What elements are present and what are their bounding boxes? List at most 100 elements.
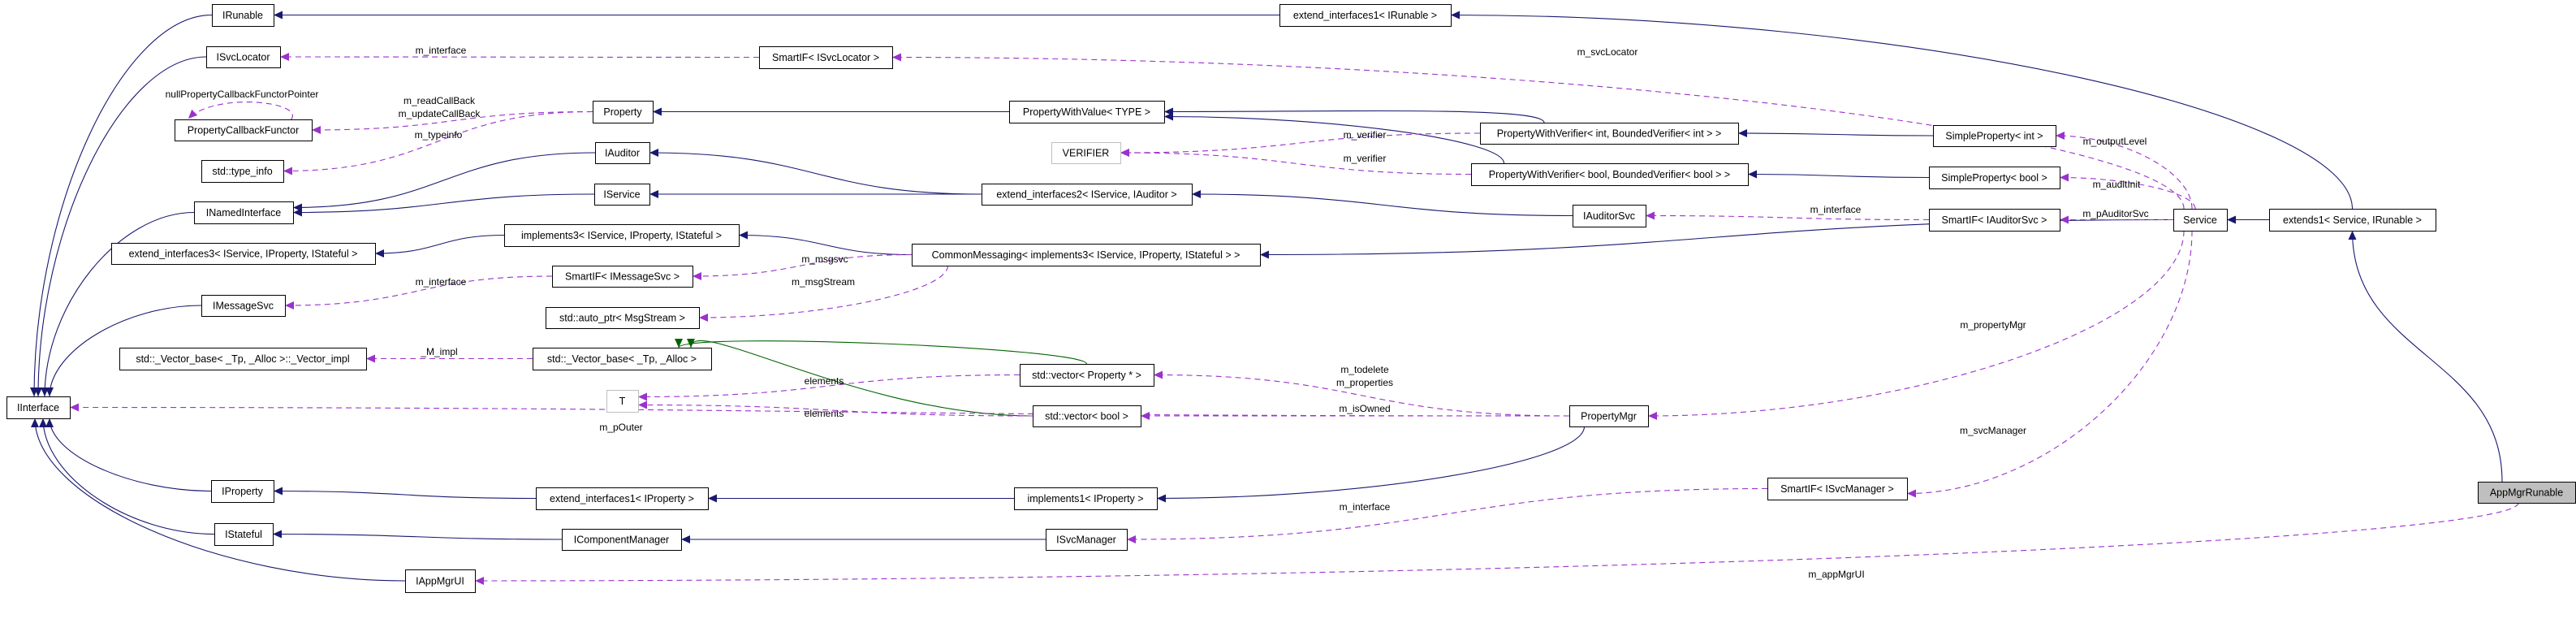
edge-label: m_svcLocator	[1577, 46, 1638, 58]
class-node-ext3[interactable]: extend_interfaces3< IService, IProperty,…	[111, 243, 376, 265]
class-node-IRunable[interactable]: IRunable	[212, 4, 274, 27]
class-node-PWVb[interactable]: PropertyWithVerifier< bool, BoundedVerif…	[1471, 163, 1749, 186]
class-box	[533, 348, 712, 370]
edge-inheritance-IRunable-to-IInterface	[30, 14, 213, 397]
edge-inheritance-PropertyMgr-to-impl1	[1156, 426, 1586, 503]
class-name: IAuditorSvc	[1583, 210, 1635, 222]
class-node-Service[interactable]: Service	[2173, 209, 2228, 232]
class-node-IAuditor[interactable]: IAuditor	[595, 142, 650, 164]
edge-inheritance-extends1-to-ext1run	[1450, 11, 2354, 210]
edge-usage-CM-to-autoptr	[698, 265, 949, 322]
edge-inheritance-ICM-to-IStateful	[272, 530, 563, 540]
class-node-IInterface[interactable]: IInterface	[6, 396, 71, 419]
class-name: CommonMessaging< implements3< IService, …	[932, 249, 1241, 261]
class-box	[1471, 163, 1749, 186]
edge-label: m_interface	[1340, 501, 1391, 513]
class-node-ICM[interactable]: IComponentManager	[562, 529, 682, 551]
class-box	[1020, 364, 1154, 387]
class-box	[982, 184, 1193, 206]
class-node-vbase[interactable]: std::_Vector_base< _Tp, _Alloc >	[533, 348, 712, 370]
class-node-ISvcManager[interactable]: ISvcManager	[1046, 529, 1128, 551]
class-box	[6, 396, 71, 419]
edge-label: m_verifier	[1344, 129, 1387, 141]
class-node-SmartMsg[interactable]: SmartIF< IMessageSvc >	[552, 266, 693, 288]
edge-usage-Service-to-SmartLoc	[891, 53, 2185, 210]
class-node-SPi[interactable]: SimpleProperty< int >	[1933, 125, 2056, 147]
class-node-SmartAud[interactable]: SmartIF< IAuditorSvc >	[1929, 209, 2060, 232]
class-box	[1014, 487, 1158, 510]
class-node-vecB[interactable]: std::vector< bool >	[1033, 405, 1141, 427]
class-name: ISvcLocator	[216, 52, 270, 63]
edge-label: elements	[805, 408, 844, 419]
class-node-autoptr[interactable]: std::auto_ptr< MsgStream >	[546, 307, 700, 329]
class-node-impl3[interactable]: implements3< IService, IProperty, IState…	[504, 224, 740, 247]
class-box	[536, 487, 709, 510]
class-node-IStateful[interactable]: IStateful	[214, 523, 274, 546]
class-box	[119, 348, 367, 370]
edge-usage-vecB-to-T	[637, 400, 1033, 417]
class-node-VERIFIER[interactable]: VERIFIER	[1051, 142, 1121, 164]
class-box	[1933, 125, 2056, 147]
class-box	[111, 243, 376, 265]
class-box	[201, 295, 286, 317]
class-node-ext1run[interactable]: extend_interfaces1< IRunable >	[1279, 4, 1452, 27]
class-name: SmartIF< ISvcLocator >	[772, 52, 879, 63]
edge-label: m_propertyMgr	[1960, 319, 2026, 331]
class-node-Property[interactable]: Property	[593, 101, 654, 123]
class-node-PWV[interactable]: PropertyWithValue< TYPE >	[1009, 101, 1165, 123]
edge-label: m_updateCallBack	[399, 108, 481, 119]
class-node-IMessageSvc[interactable]: IMessageSvc	[201, 295, 286, 317]
class-node-IAppMgrUI[interactable]: IAppMgrUI	[405, 569, 476, 593]
edge-usage-Property-to-typeinfo	[283, 110, 593, 175]
edge-inheritance-CM-to-impl3	[738, 231, 913, 256]
edge-label: m_readCallBack	[403, 95, 476, 106]
class-node-SPb[interactable]: SimpleProperty< bool >	[1929, 167, 2060, 189]
class-node-PropertyMgr[interactable]: PropertyMgr	[1569, 405, 1649, 427]
class-node-IProperty[interactable]: IProperty	[211, 480, 274, 503]
class-node-CM[interactable]: CommonMessaging< implements3< IService, …	[912, 244, 1261, 266]
class-node-SmartMgr[interactable]: SmartIF< ISvcManager >	[1767, 478, 1908, 500]
class-node-IAuditorSvc[interactable]: IAuditorSvc	[1573, 205, 1646, 227]
edge-usage-vecP-to-T	[637, 374, 1020, 401]
class-node-T[interactable]: T	[606, 390, 639, 413]
class-box	[1051, 142, 1121, 164]
class-node-ext2[interactable]: extend_interfaces2< IService, IAuditor >	[982, 184, 1193, 206]
class-node-PCF[interactable]: PropertyCallbackFunctor	[175, 119, 313, 141]
class-node-vimpl[interactable]: std::_Vector_base< _Tp, _Alloc >::_Vecto…	[119, 348, 367, 370]
class-name: PropertyMgr	[1581, 411, 1637, 422]
class-node-AppMgrRunable[interactable]: AppMgrRunable	[2478, 482, 2576, 504]
class-node-vecP[interactable]: std::vector< Property * >	[1020, 364, 1154, 387]
edge-inheritance-ext1prop-to-IProperty	[273, 487, 537, 500]
edge-usage-Service-to-SPb	[2059, 173, 2196, 210]
class-node-impl1[interactable]: implements1< IProperty >	[1014, 487, 1158, 510]
edge-inheritance-IAuditor-to-INamedInterface	[292, 152, 596, 212]
class-box	[759, 46, 893, 69]
class-node-PWVi[interactable]: PropertyWithVerifier< int, BoundedVerifi…	[1480, 123, 1739, 145]
class-box	[562, 529, 682, 551]
class-box	[1573, 205, 1646, 227]
class-box	[1929, 167, 2060, 189]
edge-inheritance-SPb-to-PWVb	[1747, 170, 1930, 179]
class-name: extend_interfaces2< IService, IAuditor >	[996, 189, 1176, 201]
class-node-ISvcLocator[interactable]: ISvcLocator	[206, 46, 281, 68]
class-node-extends1[interactable]: extends1< Service, IRunable >	[2269, 209, 2436, 232]
class-node-IService[interactable]: IService	[594, 184, 650, 206]
class-box	[1009, 101, 1165, 123]
edge-inheritance-impl3-to-ext3	[374, 234, 505, 258]
edge-label: m_pAuditorSvc	[2082, 208, 2148, 219]
class-name: std::vector< bool >	[1045, 411, 1128, 422]
class-box	[214, 523, 274, 546]
class-node-SmartLoc[interactable]: SmartIF< ISvcLocator >	[759, 46, 893, 69]
class-box	[211, 480, 274, 503]
class-box	[206, 46, 281, 68]
class-node-typeinfo[interactable]: std::type_info	[201, 160, 284, 183]
class-node-INamedInterface[interactable]: INamedInterface	[194, 201, 294, 224]
edge-template-vecB-to-vbase	[687, 338, 1033, 417]
edge-inheritance-ext2-to-IAuditor	[649, 149, 982, 195]
class-box	[912, 244, 1261, 266]
class-box	[2269, 209, 2436, 232]
edge-usage-CM-to-SmartMsg	[692, 253, 913, 280]
class-node-ext1prop[interactable]: extend_interfaces1< IProperty >	[536, 487, 709, 510]
edge-label: m_svcManager	[1960, 425, 2026, 436]
